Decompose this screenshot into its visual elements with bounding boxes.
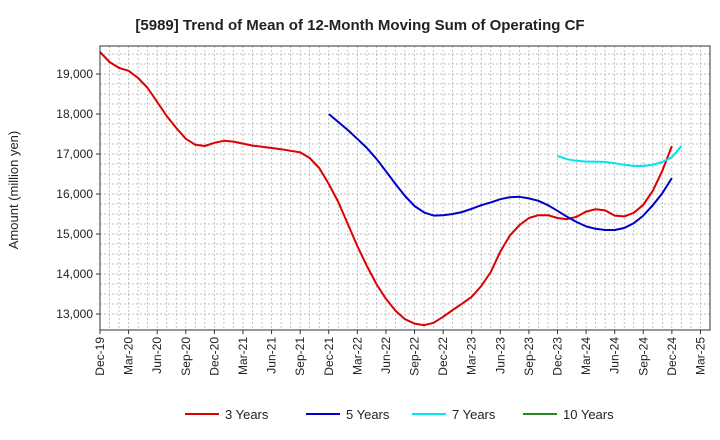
y-tick-label: 19,000 (56, 67, 93, 81)
plot-frame (99, 45, 711, 331)
legend-label-10-years: 10 Years (563, 407, 614, 422)
x-tick-label: Mar-20 (122, 337, 136, 375)
series-lines (99, 51, 683, 327)
x-tick-label: Mar-24 (579, 337, 593, 375)
y-tick-label: 16,000 (56, 187, 93, 201)
x-tick-label: Jun-22 (379, 337, 393, 374)
x-tick-label: Mar-21 (236, 337, 250, 375)
x-tick-label: Dec-24 (665, 337, 679, 376)
x-tick-label: Mar-23 (465, 337, 479, 375)
x-tick-label: Sep-24 (636, 337, 650, 376)
y-axis-label: Amount (million yen) (6, 131, 21, 250)
x-tick-label: Dec-23 (551, 337, 565, 376)
series-line-3-years (99, 51, 673, 327)
y-tick-label: 15,000 (56, 227, 93, 241)
x-tick-label: Mar-22 (350, 337, 364, 375)
x-tick-label: Dec-19 (93, 337, 107, 376)
legend-label-7-years: 7 Years (452, 407, 496, 422)
x-tick-label: Jun-21 (265, 337, 279, 374)
grid (100, 46, 710, 330)
x-axis-ticks: Dec-19 Mar-20 Jun-20 Sep-20 Dec-20 Mar-21 Jun-… (93, 330, 707, 376)
y-tick-label: 14,000 (56, 267, 93, 281)
x-tick-label: Dec-21 (322, 337, 336, 376)
chart-title: [5989] Trend of Mean of 12-Month Moving … (135, 17, 584, 34)
legend: 3 Years 5 Years 7 Years 10 Years (185, 407, 614, 422)
x-tick-label: Sep-22 (408, 337, 422, 376)
x-tick-label: Jun-23 (493, 337, 507, 374)
x-tick-label: Jun-24 (608, 337, 622, 374)
series-line-5-years (328, 113, 673, 231)
series-line-7-years (557, 145, 683, 167)
legend-label-5-years: 5 Years (346, 407, 390, 422)
x-tick-label: Sep-20 (179, 337, 193, 376)
x-tick-label: Sep-21 (293, 337, 307, 376)
x-tick-label: Mar-25 (693, 337, 707, 375)
x-tick-label: Sep-23 (522, 337, 536, 376)
y-tick-label: 17,000 (56, 147, 93, 161)
y-tick-label: 13,000 (56, 307, 93, 321)
x-tick-label: Dec-20 (207, 337, 221, 376)
y-axis-ticks: 13,000 14,000 15,000 16,000 17,000 18,000 19,0… (56, 67, 100, 321)
legend-label-3-years: 3 Years (225, 407, 269, 422)
x-tick-label: Dec-22 (436, 337, 450, 376)
x-tick-label: Jun-20 (150, 337, 164, 374)
y-tick-label: 18,000 (56, 107, 93, 121)
